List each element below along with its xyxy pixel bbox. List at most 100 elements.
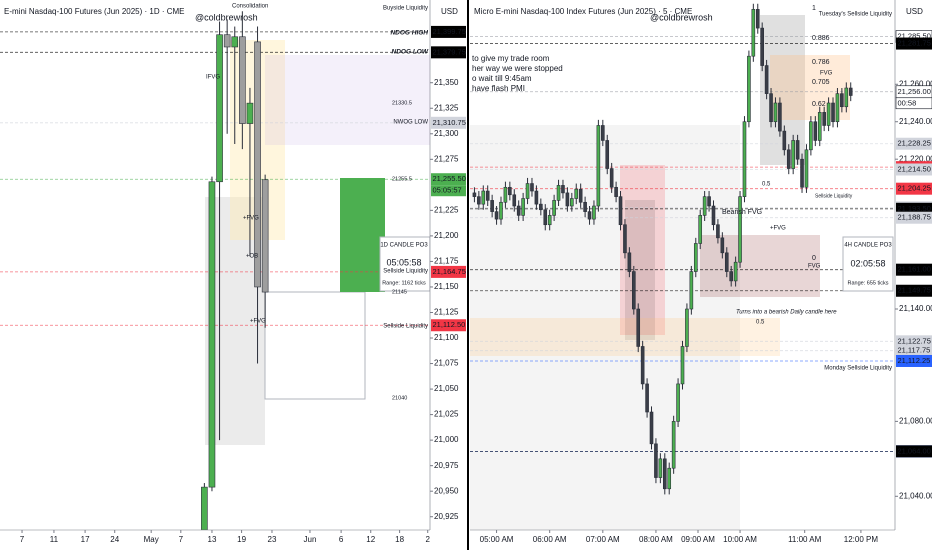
annotation: Monday Sellside Liquidity	[824, 366, 892, 372]
annotation: o wait till 9:45am	[472, 74, 532, 83]
price-label-bg	[896, 344, 932, 357]
x-tick-label: 6	[339, 535, 344, 544]
annotation: Sellside Liquidity	[383, 269, 428, 275]
candle-body	[689, 271, 694, 310]
candle-body	[649, 411, 654, 445]
candle-body	[844, 87, 849, 108]
annotation: 0.886	[812, 35, 830, 42]
candle-body	[614, 186, 618, 197]
candle-body	[835, 93, 840, 123]
price-label-bg	[431, 46, 466, 59]
candle-body	[201, 486, 208, 531]
annotation: her way we were stopped	[472, 64, 563, 73]
zone	[340, 178, 385, 292]
annotation: NDOG LOW	[392, 49, 429, 56]
y-tick-label: 21,225	[434, 205, 459, 214]
price-label: 21,379.75	[433, 47, 466, 56]
y-tick-label: 20,925	[434, 512, 459, 521]
y-tick-label: 21,350	[434, 78, 459, 87]
candle-body	[534, 190, 539, 205]
annotation: Range: 1162 ticks	[382, 280, 426, 286]
x-tick-label: Jun	[304, 535, 317, 544]
x-tick-label: 24	[110, 535, 119, 544]
annotation: 0.786	[812, 59, 830, 66]
price-label: 21,255.50	[433, 174, 466, 183]
y-tick-label: 21,125	[434, 308, 459, 317]
annotation: FVG	[808, 264, 821, 270]
x-tick-label: 18	[395, 535, 404, 544]
annotation: to give my trade room	[472, 54, 550, 63]
candle-body	[800, 158, 804, 188]
annotation: +FVG	[243, 216, 259, 222]
price-label: 21,064.00	[898, 446, 931, 455]
y-tick-label: 21,100	[434, 333, 459, 342]
candle-body	[751, 9, 756, 57]
price-label: 21,122.75	[898, 336, 931, 345]
candle-body	[769, 93, 773, 123]
candle-body	[552, 200, 556, 216]
y-tick-label: 21,300	[434, 129, 459, 138]
candle-body	[773, 102, 778, 123]
price-label: 21,214.50	[898, 164, 931, 173]
annotation: +OB	[246, 254, 258, 260]
chart-title: E-mini Nasdaq-100 Futures (Jun 2025) · 1…	[4, 7, 185, 16]
annotation: Range: 655 ticks	[848, 280, 889, 286]
candle-body	[565, 192, 570, 207]
y-tick-label: 21,140.00	[899, 304, 932, 313]
candle-body	[521, 198, 525, 216]
time-axis	[470, 530, 932, 550]
annotation: +FVG	[250, 319, 266, 325]
candle-body	[587, 211, 592, 220]
x-tick-label: May	[144, 535, 159, 544]
y-tick-label: 21,175	[434, 257, 459, 266]
zone	[264, 291, 366, 400]
countdown-bg	[895, 97, 932, 110]
candle-body	[481, 190, 486, 205]
candle-body	[477, 196, 481, 205]
y-tick-label: 21,050	[434, 384, 459, 393]
price-label-bg	[896, 263, 932, 276]
price-label: 21,112.50	[433, 320, 466, 329]
candle-body	[618, 196, 623, 226]
candle-body	[720, 237, 725, 254]
candle-body	[742, 121, 747, 197]
currency: USD	[441, 7, 458, 16]
annotation: 0.5	[756, 320, 765, 326]
candle-body	[530, 183, 534, 192]
x-tick-label: 08:00 AM	[639, 535, 673, 544]
price-label: 21,281.75	[898, 39, 931, 48]
candle-body	[223, 34, 231, 48]
x-tick-label: 13	[208, 535, 217, 544]
zone	[470, 125, 740, 530]
candle-body	[658, 458, 663, 478]
candle-body	[570, 198, 574, 207]
countdown-bg	[431, 185, 466, 197]
candle-body	[494, 211, 499, 220]
candle-body	[561, 185, 565, 194]
y-tick-label: 21,220.00	[899, 154, 932, 163]
x-tick-label: 7	[20, 535, 25, 544]
candle-body	[556, 185, 561, 201]
candle-body	[539, 203, 543, 211]
candle-body	[231, 36, 239, 48]
candle-body	[636, 308, 641, 347]
price-label: 21,164.75	[433, 267, 466, 276]
countdown: 00:58	[898, 98, 917, 107]
candle-body	[764, 65, 769, 94]
price-label: 21,149.75	[898, 286, 931, 295]
annotation: IFVG	[206, 75, 220, 81]
candle-body	[817, 112, 822, 141]
candle-body	[804, 149, 809, 188]
annotation: +FVG	[770, 226, 786, 232]
y-tick-label: 21,025	[434, 410, 459, 419]
y-tick-label: 21,080.00	[899, 416, 932, 425]
countdown: 05:05:57	[433, 186, 462, 195]
zone	[470, 318, 780, 356]
candle-body	[840, 93, 844, 108]
x-tick-label: 12	[366, 535, 375, 544]
price-label-bg	[896, 211, 932, 224]
x-tick-label: 10:00 AM	[723, 535, 757, 544]
candle-body	[208, 181, 216, 488]
annotation: 21040	[392, 395, 407, 401]
